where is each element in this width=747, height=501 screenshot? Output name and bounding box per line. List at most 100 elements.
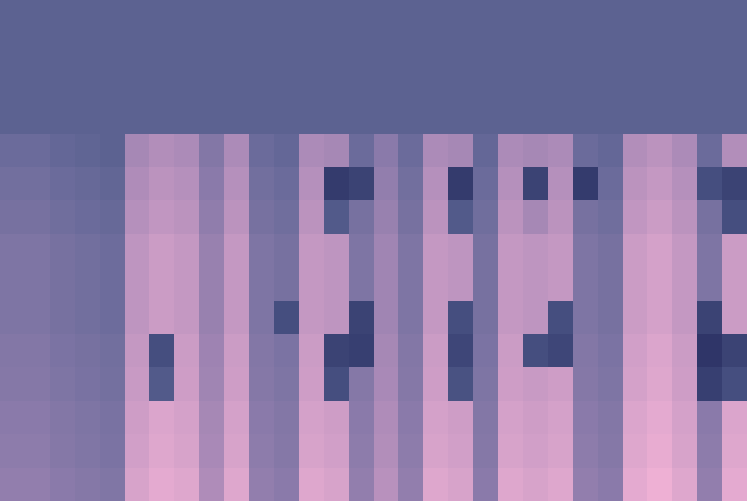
heatmap-cell [349, 167, 375, 201]
heatmap-cell [324, 134, 350, 168]
heatmap-cell [249, 200, 275, 234]
heatmap-cell [75, 100, 101, 134]
heatmap-cell [224, 234, 250, 268]
heatmap-cell [722, 301, 747, 335]
heatmap-cell [0, 401, 26, 435]
heatmap-cell [75, 468, 101, 501]
heatmap-cell [324, 401, 350, 435]
heatmap-cell [548, 334, 574, 368]
heatmap-cell [448, 367, 474, 401]
chart [0, 0, 747, 501]
heatmap-cell [100, 401, 126, 435]
heatmap-cell [349, 0, 375, 34]
heatmap-cell [697, 401, 723, 435]
heatmap-cell [423, 100, 449, 134]
heatmap-cell [75, 334, 101, 368]
heatmap-cell [149, 200, 175, 234]
heatmap-cell [100, 301, 126, 335]
heatmap-cell [274, 267, 300, 301]
heatmap-cell [0, 167, 26, 201]
heatmap-cell [299, 267, 325, 301]
heatmap-cell [75, 0, 101, 34]
heatmap-cell [573, 434, 599, 468]
heatmap-cell [224, 33, 250, 67]
heatmap-cell [199, 267, 225, 301]
heatmap-cell [249, 434, 275, 468]
heatmap-cell [324, 33, 350, 67]
heatmap-cell [25, 100, 51, 134]
heatmap-cell [100, 468, 126, 501]
heatmap-cell [647, 33, 673, 67]
heatmap-cell [249, 0, 275, 34]
heatmap-cell [299, 167, 325, 201]
heatmap-cell [324, 301, 350, 335]
heatmap-cell [299, 468, 325, 501]
heatmap-cell [50, 0, 76, 34]
heatmap-cell [125, 234, 151, 268]
heatmap-cell [174, 468, 200, 501]
heatmap-cell [573, 100, 599, 134]
heatmap-cell [249, 367, 275, 401]
heatmap-cell [224, 200, 250, 234]
heatmap-cell [299, 67, 325, 101]
heatmap-cell [548, 33, 574, 67]
heatmap-cell [598, 200, 624, 234]
heatmap-cell [50, 100, 76, 134]
heatmap-cell [548, 167, 574, 201]
heatmap-cell [199, 401, 225, 435]
heatmap-cell [349, 434, 375, 468]
heatmap-cell [50, 401, 76, 435]
heatmap-cell [25, 401, 51, 435]
heatmap-cell [423, 401, 449, 435]
heatmap-cell [672, 0, 698, 34]
heatmap-cell [573, 33, 599, 67]
heatmap-cell [398, 200, 424, 234]
heatmap-cell [149, 334, 175, 368]
heatmap-cell [722, 468, 747, 501]
heatmap-cell [573, 367, 599, 401]
heatmap-cell [473, 267, 499, 301]
heatmap-cell [548, 267, 574, 301]
heatmap-cell [697, 33, 723, 67]
heatmap-cell [548, 468, 574, 501]
heatmap-cell [374, 401, 400, 435]
heatmap-cell [598, 401, 624, 435]
heatmap-cell [722, 0, 747, 34]
heatmap-cell [174, 0, 200, 34]
heatmap-cell [224, 367, 250, 401]
heatmap-cell [199, 0, 225, 34]
heatmap-cell [374, 33, 400, 67]
heatmap-cell [299, 301, 325, 335]
heatmap-cell [672, 234, 698, 268]
heatmap-cell [100, 367, 126, 401]
heatmap-cell [697, 100, 723, 134]
heatmap-cell [174, 434, 200, 468]
heatmap-cell [498, 234, 524, 268]
heatmap-cell [174, 367, 200, 401]
heatmap-cell [374, 100, 400, 134]
heatmap-cell [324, 167, 350, 201]
heatmap-cell [623, 267, 649, 301]
heatmap-cell [374, 167, 400, 201]
heatmap-cell [448, 334, 474, 368]
heatmap-cell [274, 401, 300, 435]
heatmap-cell [647, 367, 673, 401]
heatmap-cell [224, 67, 250, 101]
heatmap-cell [100, 0, 126, 34]
heatmap-cell [398, 0, 424, 34]
heatmap-cell [523, 33, 549, 67]
heatmap-cell [473, 0, 499, 34]
heatmap-cell [149, 434, 175, 468]
heatmap-cell [75, 234, 101, 268]
heatmap-cell [100, 167, 126, 201]
heatmap-cell [324, 234, 350, 268]
heatmap-cell [398, 301, 424, 335]
heatmap-cell [149, 167, 175, 201]
heatmap-cell [149, 267, 175, 301]
heatmap-cell [374, 267, 400, 301]
heatmap-cell [149, 134, 175, 168]
heatmap-cell [249, 301, 275, 335]
heatmap-cell [224, 434, 250, 468]
heatmap-cell [573, 267, 599, 301]
heatmap-cell [672, 301, 698, 335]
